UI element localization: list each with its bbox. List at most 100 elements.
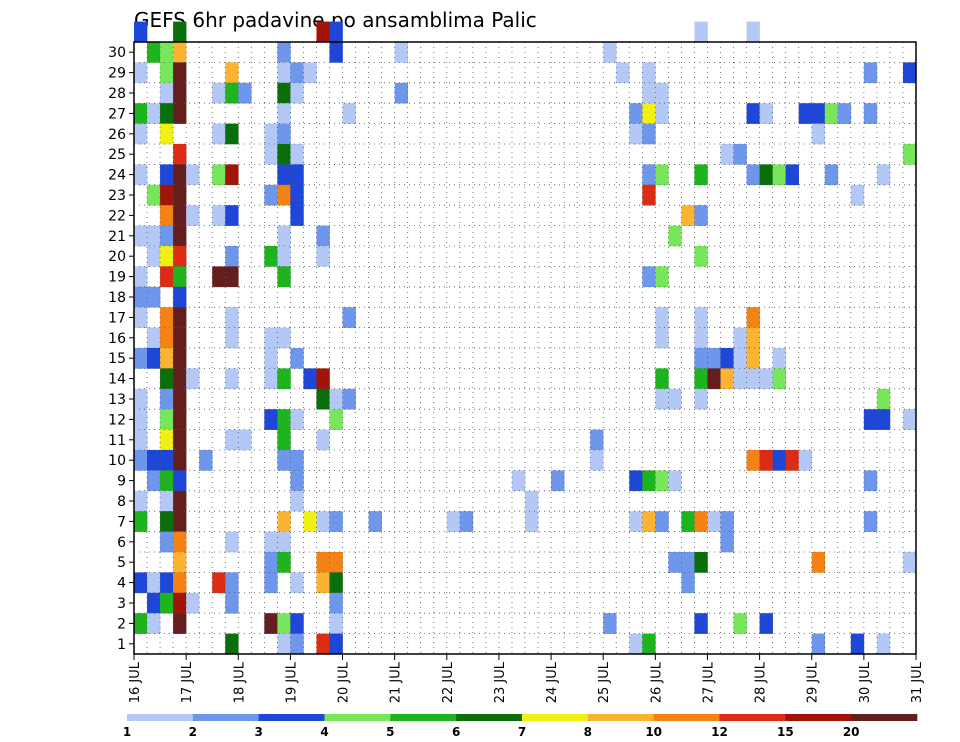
heatmap-cell (759, 164, 773, 186)
heatmap-cell (746, 368, 760, 390)
colorbar-label: 20 (843, 725, 860, 739)
heatmap-cell (590, 450, 604, 471)
heatmap-cells (134, 21, 917, 655)
heatmap-cell (655, 164, 669, 186)
heatmap-cell (160, 470, 174, 492)
heatmap-cell (746, 450, 760, 471)
heatmap-cell (277, 613, 291, 634)
heatmap-cell (902, 62, 917, 84)
y-tick-label: 18 (108, 290, 126, 306)
heatmap-cell (173, 531, 187, 553)
heatmap-cell (316, 552, 330, 573)
heatmap-cell (134, 286, 148, 308)
heatmap-cell (329, 552, 343, 573)
heatmap-cell (160, 123, 174, 145)
heatmap-cell (147, 103, 161, 124)
heatmap-cell (329, 613, 343, 634)
heatmap-cell (173, 82, 187, 104)
y-tick-label: 3 (117, 596, 126, 612)
heatmap-cell (902, 144, 917, 165)
heatmap-cell (134, 613, 148, 634)
heatmap-cell (277, 225, 291, 247)
heatmap-cell (290, 164, 304, 186)
heatmap-cell (655, 103, 669, 124)
heatmap-cell (160, 388, 174, 410)
x-tick-label: 17 JUL (180, 661, 195, 703)
heatmap-cell (277, 552, 291, 573)
heatmap-cell (264, 552, 278, 573)
heatmap-cell (394, 82, 408, 104)
heatmap-cell (681, 205, 695, 226)
colorbar-label: 2 (189, 725, 197, 739)
y-tick-label: 6 (117, 535, 126, 551)
heatmap-cell (642, 266, 656, 288)
colorbar-label: 1 (123, 725, 131, 739)
heatmap-cell (134, 164, 148, 186)
heatmap-cell (720, 144, 734, 165)
heatmap-cell (655, 82, 669, 104)
heatmap-cell (225, 82, 239, 104)
grid-lines (134, 42, 916, 654)
heatmap-cell (134, 62, 148, 84)
y-tick-label: 19 (108, 270, 126, 286)
heatmap-cell (173, 62, 187, 84)
heatmap-cell (173, 21, 187, 43)
heatmap-cell (186, 205, 200, 226)
heatmap-cell (277, 144, 291, 165)
heatmap-cell (655, 327, 669, 349)
heatmap-cell (694, 552, 708, 573)
heatmap-cell (277, 633, 291, 655)
heatmap-cell (173, 286, 187, 308)
heatmap-cell (368, 511, 382, 532)
heatmap-cell (147, 327, 161, 349)
heatmap-cell (850, 633, 865, 655)
heatmap-cell (655, 388, 669, 410)
y-tick-label: 11 (108, 433, 126, 449)
heatmap-cell (316, 633, 330, 655)
heatmap-cell (772, 368, 786, 390)
heatmap-cell (264, 184, 278, 206)
heatmap-cell (642, 103, 656, 124)
heatmap-cell (290, 184, 304, 206)
heatmap-cell (277, 429, 291, 451)
colorbar: 1 2 3 4 5 6 7 8 10 12 15 20 (123, 714, 918, 739)
colorbar-label: 4 (320, 725, 328, 739)
heatmap-cell (655, 511, 669, 532)
heatmap-cell (134, 21, 148, 43)
heatmap-cell (668, 552, 682, 573)
heatmap-cell (173, 592, 187, 614)
heatmap-cell (290, 450, 304, 471)
heatmap-cell (160, 490, 174, 512)
heatmap-cell (225, 246, 239, 267)
heatmap-cell (642, 511, 656, 532)
heatmap-cell (811, 552, 826, 573)
y-axis: 1234567891011121314151617181920212223242… (108, 45, 134, 653)
heatmap-cell (160, 103, 174, 124)
heatmap-cell (642, 633, 656, 655)
colorbar-label: 8 (584, 725, 592, 739)
heatmap-cell (694, 164, 708, 186)
heatmap-cell (277, 531, 291, 553)
y-tick-label: 9 (117, 474, 126, 490)
heatmap-cell (160, 592, 174, 614)
heatmap-cell (720, 368, 734, 390)
heatmap-cell (694, 388, 708, 410)
heatmap-cell (134, 266, 148, 288)
x-tick-label: 29 JUL (806, 661, 821, 703)
y-tick-label: 21 (108, 229, 126, 245)
heatmap-cell (264, 531, 278, 553)
heatmap-cell (329, 21, 343, 43)
heatmap-cell (277, 450, 291, 471)
heatmap-cell (186, 592, 200, 614)
x-axis: 16 JUL 17 JUL 18 JUL 19 JUL 20 JUL 21 JUL 22 J… (128, 654, 925, 703)
heatmap-cell (642, 82, 656, 104)
heatmap-cell (238, 82, 252, 104)
heatmap-cell (225, 633, 239, 655)
heatmap-cell (277, 42, 291, 63)
heatmap-cell (238, 429, 252, 451)
y-tick-label: 26 (108, 127, 126, 143)
heatmap-cell (134, 388, 148, 410)
heatmap-cell (225, 531, 239, 553)
x-tick-label: 23 JUL (493, 661, 508, 703)
heatmap-cell (642, 184, 656, 206)
